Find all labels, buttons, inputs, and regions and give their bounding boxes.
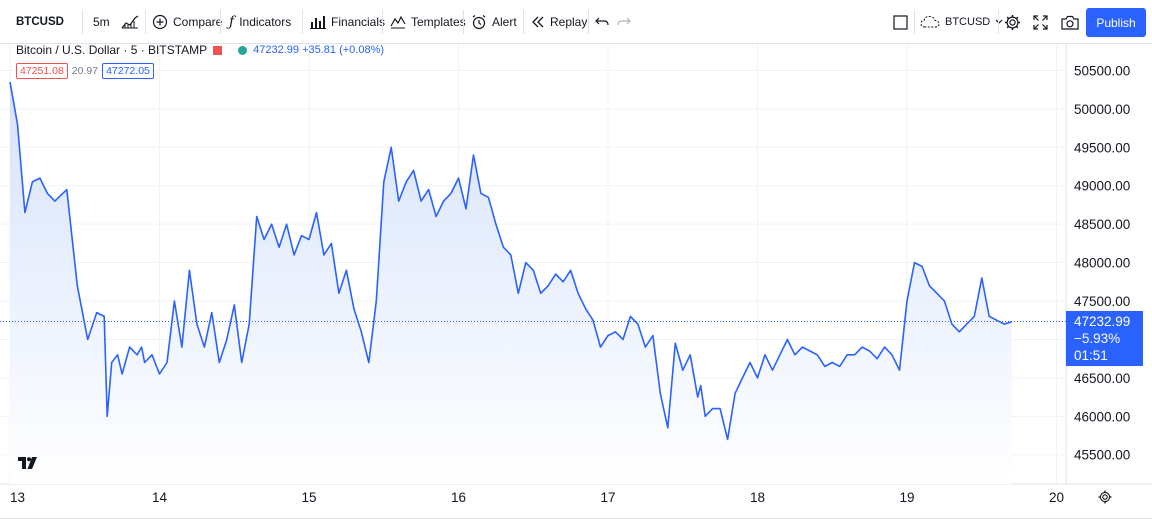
price-axis[interactable]: 50500.00 50000.00 49500.00 49000.00 48500.00… (1074, 63, 1130, 462)
compare-label: Compare (173, 15, 223, 29)
price-axis-tick-label: 47500.00 (1074, 294, 1130, 309)
undo-arrow-icon (595, 16, 609, 28)
live-status-dot-icon (238, 45, 248, 55)
snapshot-button[interactable] (1061, 8, 1079, 36)
time-axis-tick-label: 15 (301, 490, 316, 505)
price-axis-tick-label: 50000.00 (1074, 102, 1130, 117)
gear-icon (1004, 14, 1021, 31)
spread-value: 20.97 (71, 65, 99, 77)
price-axis-tick-label: 48500.00 (1074, 217, 1130, 232)
time-axis-settings-gear-icon[interactable] (1098, 490, 1112, 507)
last-price-value: 47232.99 (1074, 314, 1131, 329)
financials-bars-icon (310, 15, 326, 29)
interval-button[interactable]: 5m (93, 8, 110, 36)
templates-label: Templates (411, 15, 466, 29)
fullscreen-button[interactable] (1033, 8, 1048, 36)
compare-button[interactable]: Compare (152, 8, 222, 36)
alarm-clock-icon (471, 14, 487, 30)
price-axis-tick-label: 49000.00 (1074, 179, 1130, 194)
toolbar-divider (82, 10, 83, 34)
price-area-fill (10, 82, 1012, 484)
settings-button[interactable] (1004, 8, 1021, 36)
templates-chart-icon (390, 15, 406, 29)
legend-title: Bitcoin / U.S. Dollar · 5 · BITSTAMP (16, 43, 208, 57)
indicators-label: Indicators (239, 15, 292, 29)
layout-symbol-button[interactable]: BTCUSD (920, 8, 1003, 36)
redo-button[interactable] (617, 8, 631, 36)
price-chart[interactable]: 50500.00 50000.00 49500.00 49000.00 48500.00… (0, 44, 1152, 518)
time-axis[interactable]: 13 14 15 16 17 18 19 20 (10, 490, 1064, 505)
time-axis-tick-label: 17 (600, 490, 615, 505)
time-axis-tick-label: 13 (10, 490, 25, 505)
price-line-series (9, 81, 1012, 441)
symbol-label: BTCUSD (16, 16, 64, 28)
chart-style-button[interactable] (121, 8, 139, 36)
indicators-button[interactable]: ƒ Indicators (229, 8, 291, 36)
alert-label: Alert (492, 15, 517, 29)
undo-button[interactable] (595, 8, 609, 36)
interval-label: 5m (93, 15, 110, 29)
publish-button[interactable]: Publish (1086, 8, 1146, 37)
bar-chart-style-icon (121, 15, 139, 29)
replay-button[interactable]: Replay (531, 8, 587, 36)
toolbar-divider (463, 10, 464, 34)
toolbar-divider (914, 10, 915, 34)
time-axis-tick-label: 18 (750, 490, 765, 505)
legend-price-change: 47232.99 +35.81 (+0.08%) (253, 44, 385, 56)
price-axis-tick-label: 46500.00 (1074, 371, 1130, 386)
templates-button[interactable]: Templates (390, 8, 466, 36)
toolbar-divider (145, 10, 146, 34)
redo-arrow-icon (617, 16, 631, 28)
price-axis-tick-label: 46000.00 (1074, 409, 1130, 424)
function-fx-icon: ƒ (229, 14, 235, 30)
price-axis-tick-label: 49500.00 (1074, 140, 1130, 155)
toolbar-divider (998, 10, 999, 34)
layout-symbol-label: BTCUSD (945, 16, 991, 28)
market-closed-icon (213, 45, 223, 55)
chart-legend: Bitcoin / U.S. Dollar · 5 · BITSTAMP 472… (16, 42, 384, 79)
top-toolbar: BTCUSD 5m Compare ƒ Indicators Financial… (0, 0, 1152, 44)
layout-select-button[interactable] (893, 8, 908, 36)
replay-label: Replay (550, 15, 588, 29)
toolbar-divider (588, 10, 589, 34)
last-price-change: −5.93% (1074, 331, 1121, 346)
time-axis-tick-label: 20 (1049, 490, 1064, 505)
camera-icon (1061, 15, 1079, 30)
bottom-status-bar (0, 518, 1152, 527)
ask-price-button[interactable]: 47272.05 (102, 63, 154, 79)
price-axis-tick-label: 48000.00 (1074, 256, 1130, 271)
tradingview-logo-icon[interactable] (18, 456, 38, 472)
square-layout-icon (893, 14, 908, 30)
chevron-down-icon (995, 19, 1003, 25)
alert-button[interactable]: Alert (471, 8, 517, 36)
symbol-search-button[interactable]: BTCUSD (16, 8, 64, 36)
fullscreen-expand-icon (1033, 14, 1048, 30)
time-axis-tick-label: 19 (899, 490, 914, 505)
rewind-icon (531, 16, 545, 28)
financials-button[interactable]: Financials (310, 8, 385, 36)
toolbar-divider (382, 10, 383, 34)
plus-circle-icon (152, 14, 168, 30)
bid-price-button[interactable]: 47251.08 (16, 63, 68, 79)
toolbar-divider (523, 10, 524, 34)
publish-label: Publish (1096, 15, 1136, 30)
toolbar-divider (302, 10, 303, 34)
last-price-label: 47232.99 −5.93% 01:51 (1066, 311, 1143, 366)
price-axis-tick-label: 45500.00 (1074, 448, 1130, 463)
price-axis-tick-label: 50500.00 (1074, 63, 1130, 78)
cloud-icon (920, 15, 940, 29)
bar-countdown: 01:51 (1074, 348, 1108, 363)
time-axis-tick-label: 14 (152, 490, 168, 505)
financials-label: Financials (331, 15, 386, 29)
time-axis-tick-label: 16 (451, 490, 466, 505)
toolbar-divider (220, 10, 221, 34)
